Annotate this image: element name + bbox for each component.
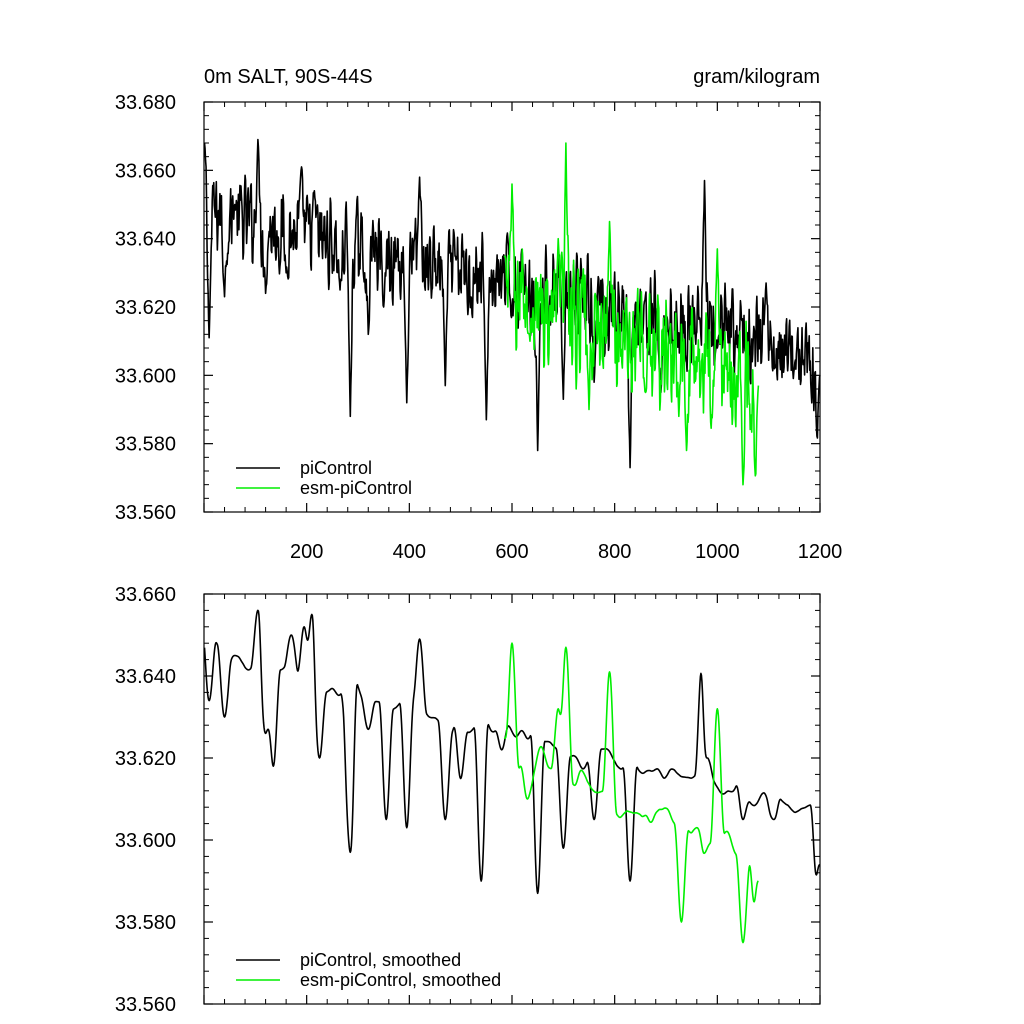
x-tick-label: 600 — [495, 541, 528, 563]
y-tick-label: 33.600 — [115, 830, 176, 852]
legend-label: esm-piControl, smoothed — [300, 970, 501, 990]
y-tick-label: 33.620 — [115, 297, 176, 319]
y-tick-label: 33.640 — [115, 666, 176, 688]
y-tick-label: 33.680 — [115, 92, 176, 114]
x-tick-label: 200 — [290, 541, 323, 563]
y-tick-label: 33.560 — [115, 502, 176, 524]
series-line-picontrol — [203, 138, 821, 469]
legend-label: piControl, smoothed — [300, 950, 461, 970]
x-tick-label: 1000 — [695, 541, 740, 563]
y-tick-label: 33.560 — [115, 994, 176, 1016]
y-tick-label: 33.580 — [115, 912, 176, 934]
series-line-picontrol-smoothed — [203, 609, 821, 895]
bottom-panel: 33.560 33.580 33.600 33.620 33.640 33.660 piC… — [115, 584, 821, 1016]
y-tick-label: 33.640 — [115, 229, 176, 251]
plot-frame — [203, 593, 821, 1005]
series-line-esm-picontrol-smoothed — [503, 642, 759, 944]
top-panel: 0m SALT, 90S-44S gram/kilogram 33.560 33.… — [115, 66, 842, 563]
y-tick-label: 33.620 — [115, 748, 176, 770]
series-line-esm-picontrol — [503, 142, 760, 486]
units-label: gram/kilogram — [693, 66, 820, 88]
x-tick-label: 800 — [598, 541, 631, 563]
legend-label: piControl — [300, 458, 372, 478]
y-tick-label: 33.660 — [115, 160, 176, 182]
y-tick-label: 33.580 — [115, 434, 176, 456]
legend-label: esm-piControl — [300, 478, 412, 498]
x-tick-label: 400 — [393, 541, 426, 563]
y-tick-label: 33.660 — [115, 584, 176, 606]
y-tick-label: 33.600 — [115, 365, 176, 387]
plot-frame — [203, 101, 821, 513]
chart-title: 0m SALT, 90S-44S — [204, 66, 373, 88]
x-tick-label: 1200 — [798, 541, 843, 563]
